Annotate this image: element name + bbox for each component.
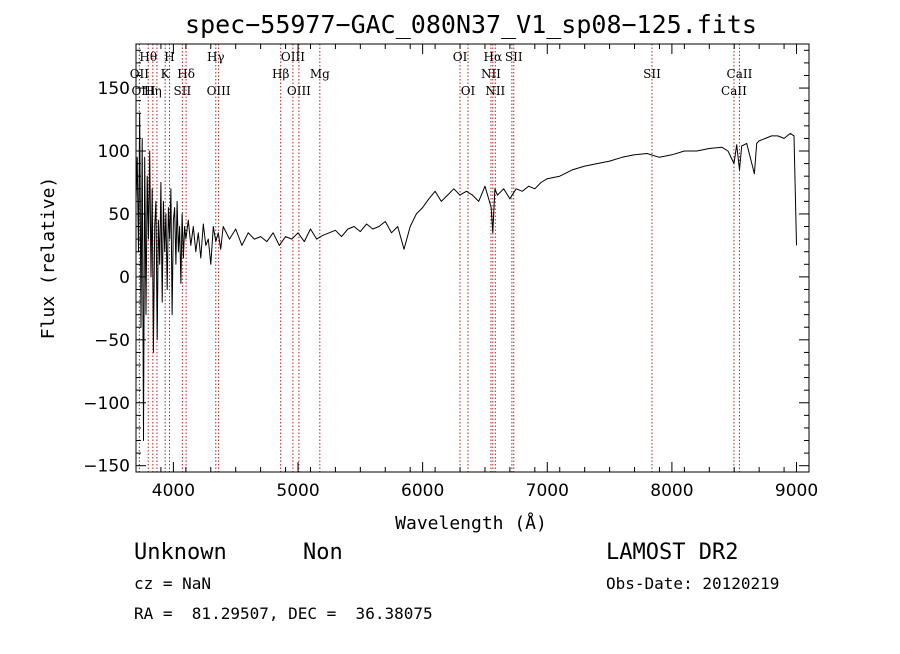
object-class: Unknown [134, 540, 227, 565]
survey-name: LAMOST DR2 [606, 540, 738, 565]
object-subclass: Non [303, 540, 343, 565]
line-marker-label: OII [130, 67, 150, 81]
line-marker-label: CaII [727, 67, 753, 81]
redshift-readout: cz = NaN [134, 574, 211, 593]
line-marker-label: OI [461, 84, 476, 98]
y-axis-ticks: −150 −100 −50 0 50 100 150 [83, 49, 809, 477]
line-marker-label: OIII [287, 84, 311, 98]
line-marker-label: Hα [484, 50, 503, 64]
x-tick-label: 4000 [152, 481, 195, 501]
chart-title: spec−55977−GAC_080N37_V1_sp08−125.fits [185, 10, 757, 39]
observation-date: Obs-Date: 20120219 [606, 574, 779, 593]
line-marker-label: OI [453, 50, 468, 64]
y-tick-label: 50 [108, 205, 130, 225]
y-tick-label: −50 [94, 331, 130, 351]
line-marker-label: SII [174, 84, 192, 98]
line-marker-label: Mg [310, 67, 330, 81]
x-tick-label: 5000 [276, 481, 319, 501]
x-axis-ticks: 4000 5000 6000 7000 8000 9000 [135, 44, 818, 501]
y-tick-label: −100 [83, 394, 130, 414]
line-marker-label: OIII [207, 84, 231, 98]
coordinates-readout: RA = 81.29507, DEC = 36.38075 [134, 604, 433, 623]
line-marker-label: Hθ [139, 50, 157, 64]
line-marker-label: NII [481, 67, 501, 81]
y-tick-label: 150 [98, 79, 130, 99]
line-marker-label: Hβ [272, 67, 289, 81]
flux-series [135, 112, 797, 441]
line-marker-label: Hγ [207, 50, 225, 64]
line-marker-label: Hδ [177, 67, 195, 81]
x-tick-label: 8000 [650, 481, 693, 501]
y-tick-label: 0 [119, 268, 130, 288]
x-tick-label: 7000 [526, 481, 569, 501]
line-marker-label: OIII [131, 84, 155, 98]
y-axis-label: Flux (relative) [38, 177, 59, 340]
line-marker-label: SII [643, 67, 661, 81]
plot-frame [135, 43, 810, 473]
line-marker-label: CaII [721, 84, 747, 98]
x-tick-label: 6000 [401, 481, 444, 501]
y-tick-label: 100 [98, 142, 130, 162]
flux-line [135, 112, 797, 441]
line-marker-label: NII [485, 84, 505, 98]
line-marker-label: OIII [281, 50, 305, 64]
line-marker-label: Hη [144, 84, 162, 98]
line-marker-label: K [161, 67, 171, 81]
emission-line-markers [138, 44, 740, 472]
line-marker-label: SII [505, 50, 523, 64]
line-marker-label: H [164, 50, 174, 64]
x-tick-label: 9000 [775, 481, 818, 501]
x-axis-label: Wavelength (Å) [395, 512, 547, 534]
y-tick-label: −150 [83, 457, 130, 477]
